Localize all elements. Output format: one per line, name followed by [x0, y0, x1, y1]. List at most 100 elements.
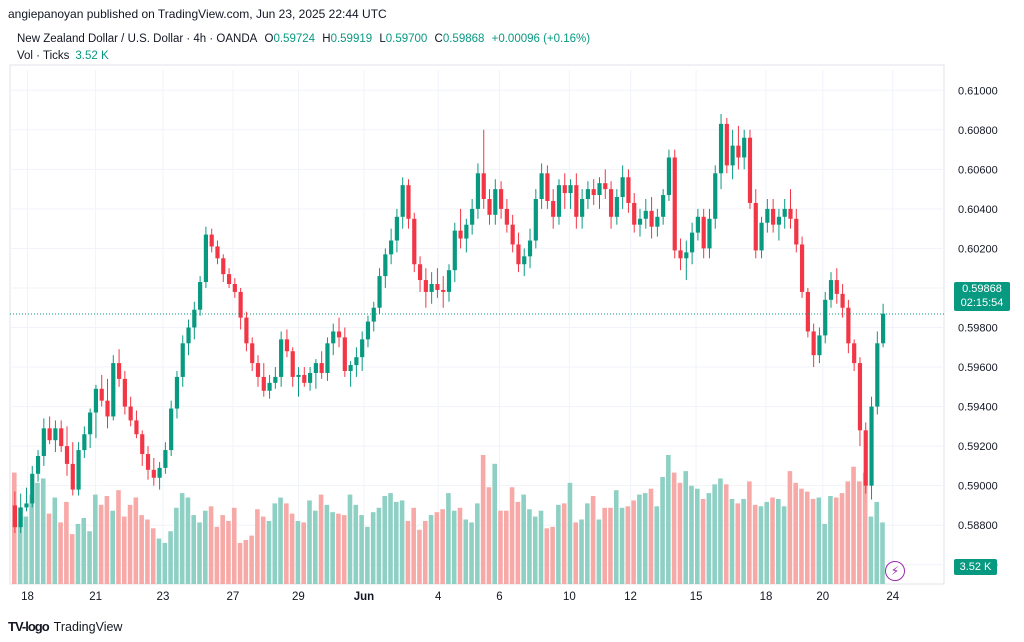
candle-body — [516, 244, 521, 265]
y-tick-label: 0.61000 — [958, 85, 998, 97]
candle-body — [643, 210, 648, 219]
volume-label[interactable]: Vol · Ticks — [17, 50, 70, 62]
symbol-name[interactable]: New Zealand Dollar / U.S. Dollar · 4h · … — [17, 33, 258, 45]
candle-body — [174, 376, 180, 409]
candle-body — [649, 210, 654, 227]
candle-body — [47, 428, 52, 441]
volume-bar — [764, 501, 770, 584]
candle-body — [458, 230, 463, 239]
candle-body — [464, 224, 469, 239]
candle-body — [493, 189, 498, 215]
candle-body — [666, 157, 672, 196]
candle-body — [846, 307, 851, 344]
volume-bar — [706, 493, 712, 584]
candle-body — [325, 343, 330, 373]
candle-body — [70, 463, 75, 490]
candle-body — [53, 428, 58, 441]
candle-body — [365, 321, 371, 340]
high-value: 0.59919 — [330, 33, 373, 45]
volume-bar — [23, 516, 29, 584]
volume-bar — [272, 503, 278, 584]
candle-body — [661, 195, 666, 217]
volume-bar — [718, 478, 723, 584]
candle-body — [690, 232, 695, 253]
candle-body — [875, 343, 880, 407]
volume-bar — [625, 506, 631, 584]
candle-body — [545, 173, 550, 201]
open-value: 0.59724 — [273, 33, 316, 45]
open-key: O — [264, 33, 274, 45]
candle-body — [863, 430, 868, 486]
lightning-icon[interactable]: ⚡ — [885, 561, 905, 581]
candle-body — [603, 183, 608, 190]
y-tick-label: 0.60400 — [958, 204, 998, 216]
volume-bar — [75, 523, 81, 584]
candle-body — [805, 291, 810, 332]
volume-bar — [191, 515, 197, 584]
candle-body — [18, 507, 23, 528]
volume-bar — [671, 472, 677, 584]
volume-bar — [480, 455, 486, 584]
candle-body — [551, 200, 556, 217]
candle-body — [481, 173, 486, 199]
candle-body — [562, 185, 567, 194]
volume-bar — [284, 503, 289, 584]
volume-bar — [87, 531, 92, 584]
x-tick-label: 15 — [690, 591, 703, 603]
candle-body — [12, 505, 17, 528]
candle-body — [180, 343, 185, 377]
volume-bar — [162, 542, 168, 584]
y-tick-label: 0.60600 — [958, 164, 998, 176]
candle-body — [128, 406, 133, 421]
candle-body — [186, 327, 191, 344]
candle-body — [209, 234, 214, 247]
volume-bar — [694, 488, 700, 584]
volume-bar — [156, 538, 162, 584]
y-tick-label: 0.58800 — [958, 520, 998, 532]
candle-body — [794, 218, 799, 245]
volume-bar — [231, 507, 237, 584]
volume-bar — [804, 491, 810, 584]
volume-bar — [359, 515, 364, 584]
candle-body — [348, 365, 353, 371]
close-value: 0.59868 — [442, 33, 485, 45]
candle-body — [279, 339, 284, 377]
volume-bar — [399, 500, 405, 584]
candle-body — [313, 363, 318, 373]
candle-body — [296, 374, 301, 377]
candle-body — [151, 469, 156, 478]
candle-body — [41, 428, 46, 456]
volume-bar — [700, 498, 706, 584]
volume-bar — [417, 529, 422, 584]
volume-bar — [631, 500, 636, 584]
y-tick-label: 0.59200 — [958, 441, 998, 453]
x-tick-label: 18 — [21, 591, 34, 603]
volume-bar — [613, 490, 619, 584]
volume-bar — [370, 512, 376, 584]
candle-body — [99, 388, 104, 401]
volume-bar — [816, 497, 822, 584]
volume-bar — [446, 493, 451, 584]
candle-body — [510, 224, 515, 245]
volume-bar — [689, 485, 694, 584]
volume-bar — [17, 507, 23, 584]
volume-bar — [145, 519, 150, 584]
volume-bar — [637, 494, 642, 584]
candle-body — [423, 280, 428, 292]
volume-bar — [58, 522, 63, 584]
candle-body — [475, 173, 481, 209]
candle-body — [30, 473, 35, 504]
volume-bar — [648, 488, 654, 584]
candle-body — [394, 216, 400, 241]
volume-bar — [781, 506, 787, 584]
candle-body — [238, 291, 243, 318]
candle-body — [446, 270, 452, 292]
volume-bar — [770, 497, 775, 584]
volume-bar — [498, 510, 503, 584]
volume-bar — [40, 478, 46, 584]
x-tick-label: 20 — [816, 591, 829, 603]
candle-body — [215, 246, 220, 259]
volume-bar — [532, 516, 538, 584]
volume-bar — [341, 515, 347, 584]
